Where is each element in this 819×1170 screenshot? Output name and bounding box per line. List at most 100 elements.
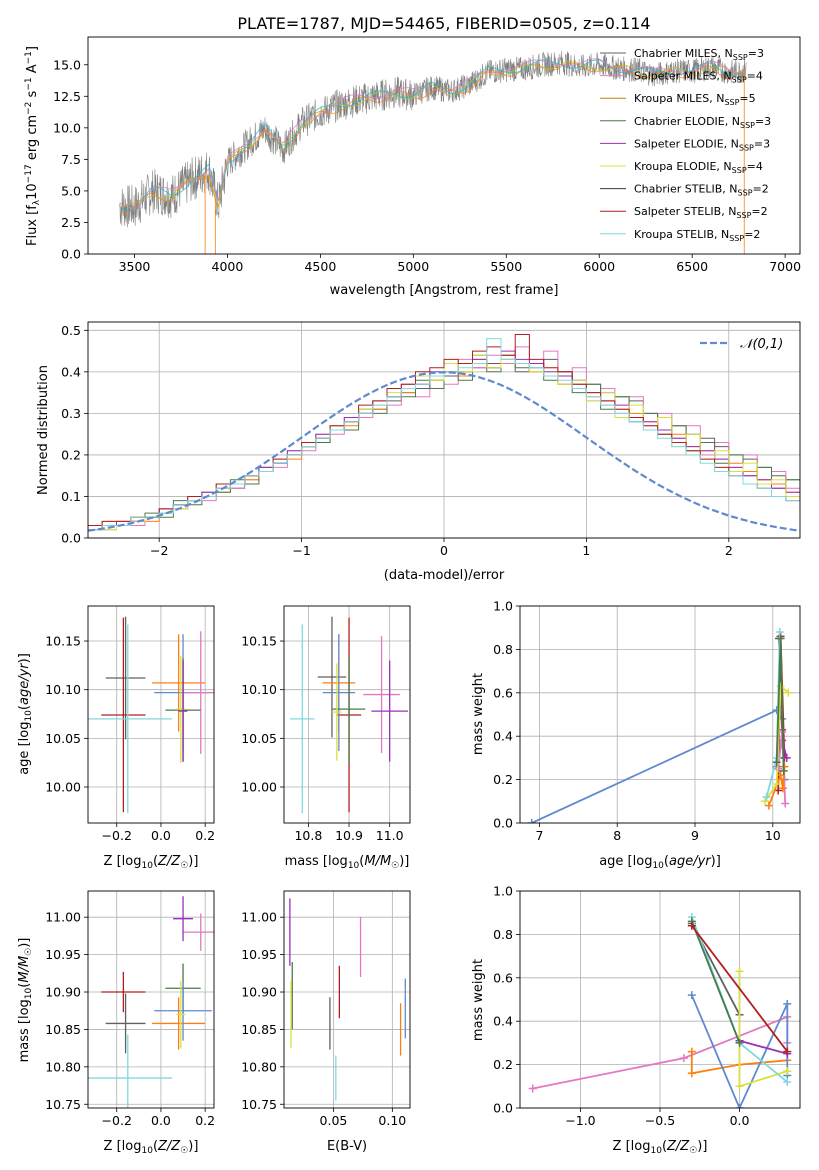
axes-frame: [519, 890, 801, 1109]
spectrum-panel: 3500 4000 4500 5000 5500 6000 6500 7000 0.0 2.5 5.…: [24, 36, 801, 298]
errorbar-point: [88, 1034, 172, 1108]
legend-label: Chabrier STELIB, NSSP=2: [634, 183, 769, 198]
x-tick-label: 6500: [676, 259, 708, 274]
errorbar-point: [154, 980, 212, 1041]
errorbar-point: [363, 636, 400, 753]
axes-frame: [87, 605, 215, 824]
x-axis-label: Z [log10(Z/Z☉)]: [613, 1139, 708, 1156]
weight-series: [761, 682, 793, 806]
legend-label: Salpeter MILES, NSSP=4: [634, 70, 763, 85]
errorbar-point: [176, 655, 186, 763]
plot-area: [88, 896, 214, 1108]
age-vs-metallicity-panel: −0.2 0.0 0.2 10.00 10.05 10.10 10.15 Z [log10(Z…: [17, 605, 215, 871]
weight-line: [738, 971, 788, 1088]
x-tick-label: 4000: [212, 259, 244, 274]
x-tick-label: −2: [150, 543, 168, 558]
weight-marker: [679, 1054, 688, 1063]
y-tick-label: 0.6: [493, 685, 513, 700]
weight-series: [687, 921, 792, 1056]
y-axis-label: mass weight: [471, 673, 486, 755]
errorbar-point: [183, 913, 214, 951]
x-tick-label: 7000: [769, 259, 801, 274]
errorbar-point: [332, 655, 366, 763]
y-tick-label: 2.5: [61, 215, 81, 230]
mass-vs-metallicity-panel: −0.2 0.0 0.2 10.75 10.80 10.85 10.90 10.95 11.00…: [17, 890, 215, 1156]
weight-marker: [735, 967, 744, 976]
legend-label: Chabrier ELODIE, NSSP=3: [634, 115, 771, 130]
y-tick-label: 10.85: [45, 1022, 81, 1037]
x-tick-label: 0.05: [320, 1113, 348, 1128]
x-tick-label: 10.9: [335, 828, 363, 843]
x-axis-label: age [log10(age/yr)]: [599, 854, 721, 871]
histogram-series: [88, 350, 800, 531]
x-tick-label: 4500: [304, 259, 336, 274]
y-tick-label: 1.0: [493, 884, 513, 899]
x-tick-label: −0.5: [645, 1113, 675, 1128]
weight-line: [768, 766, 786, 806]
y-tick-label: 10.15: [45, 634, 81, 649]
y-tick-label: 10.75: [45, 1097, 81, 1112]
y-tick-label: 10.05: [45, 731, 81, 746]
errorbar-point: [88, 624, 172, 814]
figure-title: PLATE=1787, MJD=54465, FIBERID=0505, z=0…: [237, 14, 650, 33]
axes-frame: [87, 36, 801, 255]
weight-series: [527, 706, 789, 823]
legend-label: Kroupa ELODIE, NSSP=4: [634, 160, 763, 175]
y-tick-label: 10.00: [45, 779, 81, 794]
y-tick-label: 0.8: [493, 642, 513, 657]
y-tick-label: 0.2: [61, 447, 81, 462]
y-tick-label: 10.95: [241, 947, 277, 962]
y-tick-label: 12.5: [53, 89, 81, 104]
legend-label: Kroupa MILES, NSSP=5: [634, 92, 756, 107]
errorbar-point: [322, 634, 356, 751]
weight-series: [735, 967, 792, 1091]
y-tick-label: 10.90: [45, 985, 81, 1000]
errorbar-point: [290, 624, 315, 814]
weight-line: [690, 921, 741, 1044]
x-axis-label: (data-model)/error: [384, 568, 505, 583]
residuals-histogram-panel: −2 −1 0 1 2 0.0 0.1 0.2 0.3 0.4 0.5 𝒩(0,1) (data-mod…: [36, 321, 801, 583]
x-tick-label: 8: [613, 828, 621, 843]
weight-marker: [778, 784, 787, 793]
x-axis-label: E(B-V): [327, 1139, 367, 1154]
errorbar-point: [105, 993, 146, 1054]
y-tick-label: 0.0: [493, 816, 513, 831]
weight-series: [687, 917, 744, 1047]
weight-marker: [783, 1077, 792, 1086]
weight-marker: [775, 628, 784, 637]
y-axis-label: mass weight: [471, 959, 486, 1041]
errorbar-point: [178, 660, 188, 762]
plot-area: [527, 628, 793, 823]
x-tick-label: 6000: [583, 259, 615, 274]
plot-area: [528, 913, 792, 1108]
weight-marker: [764, 801, 773, 810]
x-tick-label: 0.0: [730, 1113, 750, 1128]
errorbar-point: [183, 631, 214, 754]
x-tick-label: 9: [691, 828, 699, 843]
axes-frame: [519, 605, 801, 824]
y-tick-label: 5.0: [61, 183, 81, 198]
weight-marker: [779, 766, 788, 775]
x-axis-label: wavelength [Angstrom, rest frame]: [330, 283, 559, 298]
y-axis-label: Flux [fλ10−17 erg cm−2 s−1 A−1]: [24, 46, 42, 246]
x-tick-label: −1.0: [565, 1113, 595, 1128]
axes-frame: [283, 890, 411, 1109]
weight-marker: [687, 991, 696, 1000]
y-tick-label: 0.0: [61, 247, 81, 262]
errorbar-point: [173, 896, 193, 942]
weight-marker: [784, 688, 793, 697]
axes-frame: [87, 890, 215, 1109]
x-tick-label: 0: [440, 543, 448, 558]
weight-vs-metallicity-panel: −1.0 −0.5 0.0 0.0 0.2 0.4 0.6 0.8 1.0 Z [log10(Z/…: [471, 884, 801, 1156]
weight-line: [531, 709, 786, 823]
x-axis-label: Z [log10(Z/Z☉)]: [104, 854, 199, 871]
y-tick-label: 0.2: [493, 1057, 513, 1072]
weight-marker: [762, 792, 771, 801]
errorbar-point: [101, 971, 146, 1013]
x-tick-label: 0.2: [195, 1113, 215, 1128]
weight-marker: [735, 1082, 744, 1091]
x-tick-label: 5500: [490, 259, 522, 274]
y-tick-label: 10.75: [241, 1097, 277, 1112]
errorbar-point: [371, 660, 408, 762]
